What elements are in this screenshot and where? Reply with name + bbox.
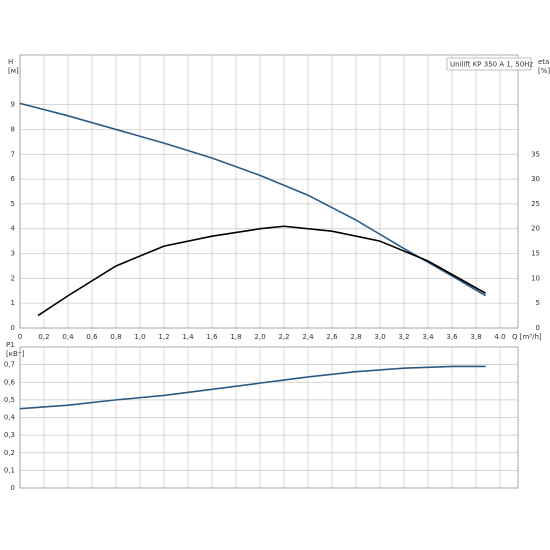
y2-tick-label: 35 xyxy=(531,150,540,158)
y-tick-label: 1 xyxy=(11,299,15,307)
x-tick-label: 2,2 xyxy=(278,333,289,341)
x-tick-label: 0,8 xyxy=(110,333,121,341)
y-label: H xyxy=(8,58,13,66)
x-tick-label: 3,4 xyxy=(422,333,434,341)
x-tick-label: 1,6 xyxy=(206,333,218,341)
y-tick-label: 0,5 xyxy=(4,396,15,404)
x-tick-label: 2,4 xyxy=(302,333,314,341)
x-tick-label: 0,4 xyxy=(62,333,74,341)
y2-tick-label: 15 xyxy=(531,250,540,258)
y-tick-label: 0,4 xyxy=(4,414,16,422)
x-tick-label: 3,2 xyxy=(398,333,409,341)
x-tick-label: 1,8 xyxy=(230,333,241,341)
y2-unit: [%] xyxy=(538,67,550,75)
y2-tick-label: 20 xyxy=(531,225,540,233)
x-label: Q [m³/h] xyxy=(512,333,542,341)
legend-title: Unilift KP 350 A 1, 50Hz xyxy=(450,61,533,69)
y-tick-label: 9 xyxy=(11,101,15,109)
legend-box xyxy=(446,57,532,71)
y-label: P1 xyxy=(6,341,15,349)
y-tick-label: 0,1 xyxy=(4,466,15,474)
y-tick-label: 0,6 xyxy=(4,378,16,386)
y-tick-label: 5 xyxy=(11,200,15,208)
y2-tick-label: 25 xyxy=(531,200,540,208)
curve xyxy=(37,225,486,317)
y-tick-label: 8 xyxy=(11,125,15,133)
y2-tick-label: 10 xyxy=(531,274,540,282)
y-tick-label: 0,7 xyxy=(4,361,15,369)
y-tick-label: 2 xyxy=(11,274,15,282)
curve xyxy=(19,102,487,297)
y-tick-label: 0,3 xyxy=(4,431,15,439)
x-tick-label: 4.0 xyxy=(494,333,505,341)
y2-tick-label: 30 xyxy=(531,175,540,183)
y-tick-label: 3 xyxy=(11,250,15,258)
y-tick-label: 7 xyxy=(11,150,15,158)
y-tick-label: 4 xyxy=(11,225,16,233)
y-tick-label: 0,2 xyxy=(4,449,15,457)
y2-label: eta xyxy=(538,58,549,66)
x-tick-label: 0,6 xyxy=(86,333,98,341)
x-tick-label: 1,4 xyxy=(182,333,194,341)
y-unit: [кВт] xyxy=(6,350,25,358)
y-tick-label: 0 xyxy=(11,484,15,492)
y-tick-label: 6 xyxy=(11,175,16,183)
x-tick-label: 2,6 xyxy=(326,333,338,341)
x-tick-label: 1,0 xyxy=(134,333,145,341)
x-tick-label: 0,2 xyxy=(38,333,49,341)
x-tick-label: 1,2 xyxy=(158,333,169,341)
y-unit: [м] xyxy=(8,67,19,75)
y-tick-label: 0 xyxy=(11,324,15,332)
x-tick-label: 3,0 xyxy=(374,333,385,341)
plot-frame xyxy=(19,54,519,329)
x-tick-label: 2,8 xyxy=(350,333,361,341)
plot-frame xyxy=(19,346,519,489)
x-tick-label: 3,8 xyxy=(470,333,481,341)
curve xyxy=(19,365,486,410)
y2-tick-label: 5 xyxy=(536,299,540,307)
x-tick-label: 2,0 xyxy=(254,333,265,341)
x-tick-label: 0 xyxy=(18,333,22,341)
y2-tick-label: 0 xyxy=(536,324,540,332)
x-tick-label: 3,6 xyxy=(446,333,458,341)
